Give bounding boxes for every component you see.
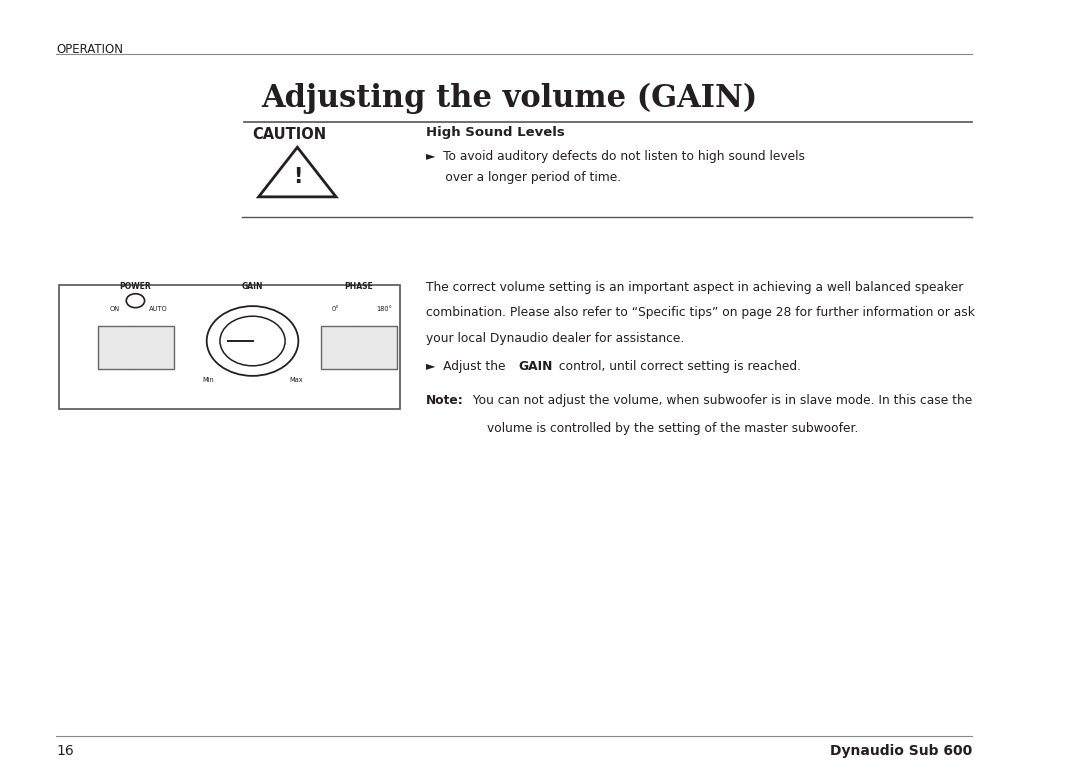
Text: PHASE: PHASE [345,282,373,291]
Text: Dynaudio Sub 600: Dynaudio Sub 600 [831,744,972,758]
Text: your local Dynaudio dealer for assistance.: your local Dynaudio dealer for assistanc… [426,332,684,345]
Text: ON: ON [110,306,120,312]
Text: The correct volume setting is an important aspect in achieving a well balanced s: The correct volume setting is an importa… [426,281,963,294]
Text: over a longer period of time.: over a longer period of time. [426,171,621,184]
Text: You can not adjust the volume, when subwoofer is in slave mode. In this case the: You can not adjust the volume, when subw… [470,394,973,407]
Text: GAIN: GAIN [518,360,553,373]
Text: Note:: Note: [426,394,463,407]
Text: !: ! [293,167,302,188]
Text: ►  Adjust the: ► Adjust the [426,360,509,373]
Text: AUTO: AUTO [148,306,167,312]
Text: Min: Min [203,377,215,384]
Text: combination. Please also refer to “Specific tips” on page 28 for further informa: combination. Please also refer to “Speci… [426,306,974,319]
Text: Adjusting the volume (GAIN): Adjusting the volume (GAIN) [261,83,757,114]
Text: CAUTION: CAUTION [253,127,326,142]
Text: 180°: 180° [376,306,392,312]
Text: POWER: POWER [120,282,151,291]
Bar [321,326,397,369]
Text: 0°: 0° [332,306,339,312]
Text: High Sound Levels: High Sound Levels [426,126,565,139]
Text: Max: Max [289,377,303,384]
Bar [98,326,174,369]
Bar [59,285,401,409]
Text: GAIN: GAIN [242,282,264,291]
Text: control, until correct setting is reached.: control, until correct setting is reache… [555,360,801,373]
Text: OPERATION: OPERATION [56,43,123,56]
Text: ►  To avoid auditory defects do not listen to high sound levels: ► To avoid auditory defects do not liste… [426,150,805,164]
Text: 16: 16 [56,744,73,758]
Text: volume is controlled by the setting of the master subwoofer.: volume is controlled by the setting of t… [487,422,859,435]
